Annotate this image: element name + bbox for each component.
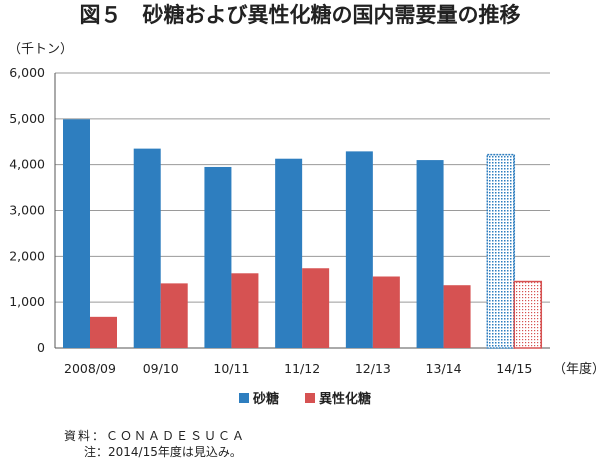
- y-tick-label: 3,000: [9, 203, 45, 218]
- bars: [63, 119, 543, 349]
- x-tick-label: 14/15: [496, 361, 532, 376]
- y-tick-label: 4,000: [9, 157, 45, 172]
- x-tick-label: 13/14: [426, 361, 462, 376]
- bar-sugar: [133, 148, 161, 348]
- bar-sugar: [63, 119, 90, 349]
- y-tick-label: 6,000: [9, 65, 45, 80]
- bar-sugar: [275, 158, 303, 348]
- legend-swatch-hfcs: [305, 393, 315, 403]
- x-tick-label: 10/11: [213, 361, 249, 376]
- bar-hfcs: [443, 285, 471, 348]
- x-tick-label: 09/10: [143, 361, 179, 376]
- legend-swatch-sugar: [239, 393, 249, 403]
- y-tick-label: 5,000: [9, 111, 45, 126]
- bar-hfcs: [90, 316, 117, 348]
- legend: 砂糖 異性化糖: [239, 391, 371, 407]
- x-tick-label: 12/13: [355, 361, 391, 376]
- chart-title: 図５ 砂糖および異性化糖の国内需要量の推移: [80, 3, 521, 27]
- y-tick-labels: 0 1,000 2,000 3,000 4,000 5,000 6,000: [9, 65, 45, 355]
- legend-label-hfcs: 異性化糖: [319, 391, 371, 407]
- y-tick-label: 1,000: [9, 294, 45, 309]
- bar-hfcs: [372, 276, 400, 348]
- bar-sugar: [416, 160, 444, 348]
- bar-sugar: [486, 153, 516, 349]
- bar-hfcs: [513, 280, 543, 349]
- x-tick-labels: 2008/09 09/10 10/11 11/12 12/13 13/14 14/15: [64, 361, 532, 376]
- bar-hfcs: [231, 273, 259, 348]
- bar-sugar: [204, 166, 232, 348]
- footnote: 注：2014/15年度は見込み。: [84, 444, 242, 459]
- bar-sugar: [345, 151, 373, 348]
- source-note: 資料：ＣＯＮＡＤＥＳＵＣＡ: [64, 429, 246, 443]
- x-tick-label: 11/12: [284, 361, 320, 376]
- bar-hfcs: [160, 283, 188, 348]
- x-axis-unit-label: （年度）: [553, 361, 600, 377]
- y-tick-label: 2,000: [9, 248, 45, 263]
- y-axis-unit-label: （千トン）: [8, 42, 73, 57]
- y-tick-label: 0: [37, 340, 45, 355]
- legend-label-sugar: 砂糖: [252, 391, 279, 407]
- bar-hfcs: [302, 268, 330, 348]
- x-tick-label: 2008/09: [64, 361, 116, 376]
